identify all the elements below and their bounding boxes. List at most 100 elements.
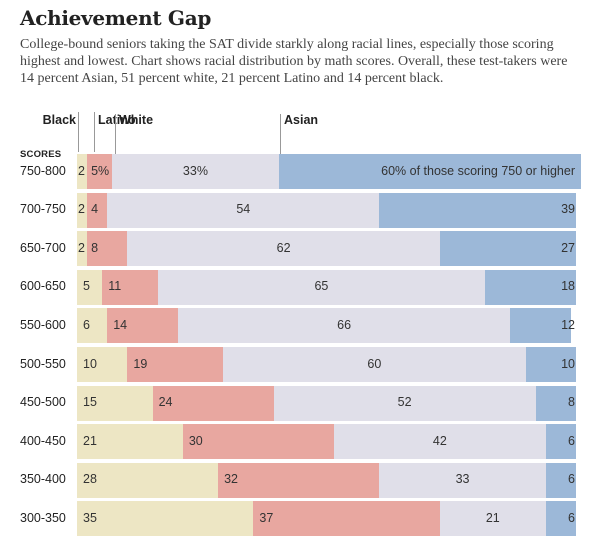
bar-black [77, 501, 254, 537]
row-label: 450-500 [20, 395, 66, 410]
bar-asian [379, 192, 576, 228]
value-label-white: 62 [276, 240, 291, 255]
value-label-asian: 27 [561, 240, 575, 255]
legend-tick-black [78, 112, 79, 152]
bar-white [157, 269, 486, 305]
value-label-latino: 5% [91, 163, 110, 178]
chart-subtitle: College-bound seniors taking the SAT div… [20, 37, 568, 86]
value-label-white: 33% [182, 163, 208, 178]
bar-latino [87, 154, 113, 189]
bar-latino [152, 385, 274, 421]
row-label: 650-700 [20, 240, 66, 255]
value-label-black: 10 [83, 356, 97, 371]
bar-black [77, 385, 153, 421]
bar-asian [545, 462, 576, 498]
bar-latino [127, 347, 224, 382]
value-label-asian: 6 [568, 433, 575, 448]
bar-white [379, 462, 546, 498]
bar-latino [218, 462, 380, 498]
bar-black [77, 462, 219, 498]
value-label-latino: 24 [158, 395, 173, 410]
bar-white [112, 154, 279, 189]
bar-asian [510, 308, 571, 344]
bar-asian [535, 385, 576, 421]
row-label: 300-350 [20, 510, 66, 525]
bar-latino [182, 424, 335, 460]
row-label: 400-450 [20, 433, 66, 448]
bar-white [107, 192, 380, 228]
legend-black: Black [42, 113, 76, 127]
value-label-white: 52 [397, 395, 412, 410]
scores-header: SCORES [20, 149, 62, 160]
bar-asian [545, 501, 576, 537]
row-label: 550-600 [20, 317, 66, 332]
bar-black [77, 424, 183, 460]
row-label: 700-750 [20, 202, 66, 217]
bar-white [439, 501, 546, 537]
bar-asian [545, 424, 576, 460]
bar-asian [525, 347, 576, 382]
row-label: 750-800 [20, 163, 66, 178]
bar-white [334, 424, 546, 460]
value-label-latino: 30 [188, 433, 203, 448]
value-label-black: 35 [83, 510, 97, 525]
value-label-white: 54 [236, 202, 251, 217]
value-label-asian: 18 [561, 279, 575, 294]
value-label-asian: 6 [568, 510, 575, 525]
value-label-black: 28 [83, 472, 97, 487]
value-label-black: 2 [78, 240, 85, 255]
value-label-latino: 19 [133, 356, 148, 371]
value-label-asian: 60% of those scoring 750 or higher [381, 163, 575, 178]
row-label: 500-550 [20, 356, 66, 371]
value-label-asian: 6 [568, 472, 575, 487]
value-label-white: 21 [485, 510, 500, 525]
value-label-latino: 8 [91, 240, 99, 255]
bar-asian [485, 269, 576, 305]
legend-asian: Asian [284, 113, 319, 127]
value-label-asian: 10 [561, 356, 575, 371]
value-label-latino: 4 [91, 202, 99, 217]
value-label-black: 6 [83, 317, 90, 332]
value-label-latino: 37 [259, 510, 274, 525]
bar-black [77, 347, 128, 382]
bar-black [77, 192, 88, 228]
row-label: 600-650 [20, 279, 66, 294]
value-label-asian: 8 [568, 395, 575, 410]
legend-white: White [119, 113, 154, 127]
bar-latino [107, 308, 178, 344]
value-label-white: 33 [455, 472, 470, 487]
bar-asian [439, 231, 576, 267]
bar-latino [102, 269, 158, 305]
bar-white [223, 347, 526, 382]
legend-tick-latino [94, 112, 95, 152]
value-label-asian: 39 [561, 202, 575, 217]
bar-latino [87, 192, 108, 228]
row-label: 350-400 [20, 472, 66, 487]
bar-white [273, 385, 536, 421]
bar-latino [253, 501, 440, 537]
bar-black [77, 231, 88, 267]
chart-title: Achievement Gap [20, 6, 212, 30]
legend-tick-white [115, 114, 116, 154]
value-label-latino: 14 [113, 317, 128, 332]
value-label-black: 15 [83, 395, 97, 410]
value-label-black: 2 [78, 202, 85, 217]
value-label-white: 60 [367, 356, 382, 371]
value-label-latino: 11 [108, 279, 122, 294]
value-label-asian: 12 [561, 317, 575, 332]
bar-latino [87, 231, 128, 267]
value-label-white: 65 [314, 279, 329, 294]
bar-black [77, 269, 103, 305]
value-label-white: 66 [337, 317, 352, 332]
value-label-black: 21 [83, 433, 97, 448]
bar-white [177, 308, 511, 344]
value-label-black: 5 [83, 279, 90, 294]
value-label-white: 42 [432, 433, 447, 448]
value-label-black: 2 [78, 163, 85, 178]
bar-asian [278, 154, 581, 189]
bar-white [127, 231, 440, 267]
legend-tick-asian [280, 114, 281, 154]
bar-black [77, 154, 88, 189]
bar-black [77, 308, 108, 344]
legend-latino: Latino [98, 113, 136, 127]
